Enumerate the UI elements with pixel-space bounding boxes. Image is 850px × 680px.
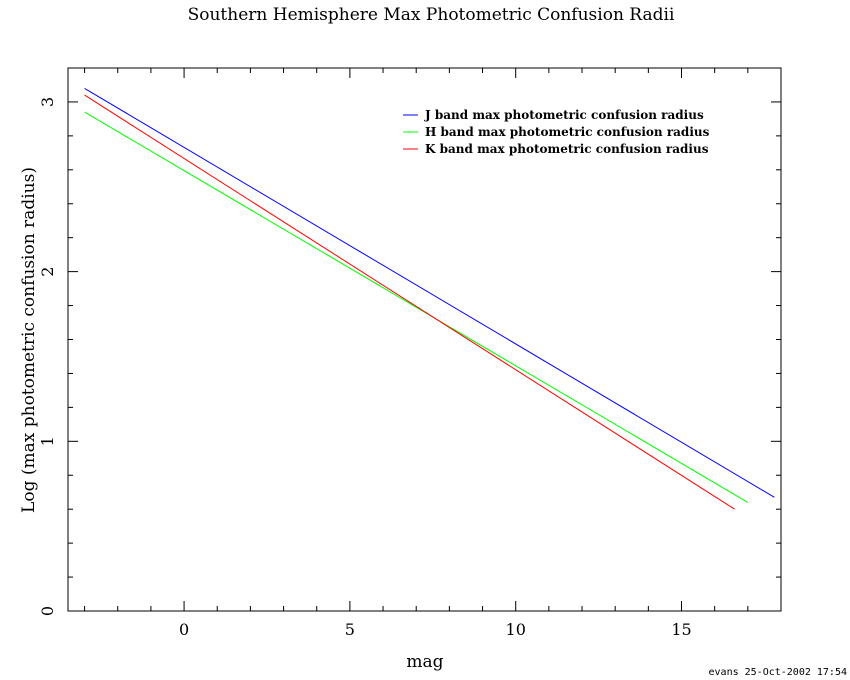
x-tick-label: 0 (179, 620, 189, 639)
x-tick-label: 5 (345, 620, 355, 639)
legend-label: K band max photometric confusion radius (425, 142, 709, 156)
series-line-2 (84, 111, 749, 503)
y-tick-label: 3 (38, 97, 57, 107)
legend-label: J band max photometric confusion radius (424, 108, 704, 122)
series-line-1 (84, 87, 775, 498)
x-tick-label: 15 (671, 620, 691, 639)
y-axis-label: Log (max photometric confusion radius) (19, 167, 39, 513)
series-lines (84, 87, 775, 510)
y-tick-label: 0 (38, 606, 57, 616)
tick-labels: 0 5 10 15 0 1 2 3 (38, 97, 692, 639)
series-line-3 (84, 94, 735, 510)
y-tick-label: 1 (38, 436, 57, 446)
chart-title: Southern Hemisphere Max Photometric Conf… (188, 5, 675, 25)
x-axis-label: mag (406, 652, 443, 672)
legend-label: H band max photometric confusion radius (425, 125, 710, 139)
legend: J band max photometric confusion radius H… (403, 108, 710, 156)
y-tick-label: 2 (38, 267, 57, 277)
x-tick-label: 10 (506, 620, 526, 639)
axis-ticks (68, 67, 782, 612)
footer-stamp: evans 25-Oct-2002 17:54 (709, 667, 847, 678)
